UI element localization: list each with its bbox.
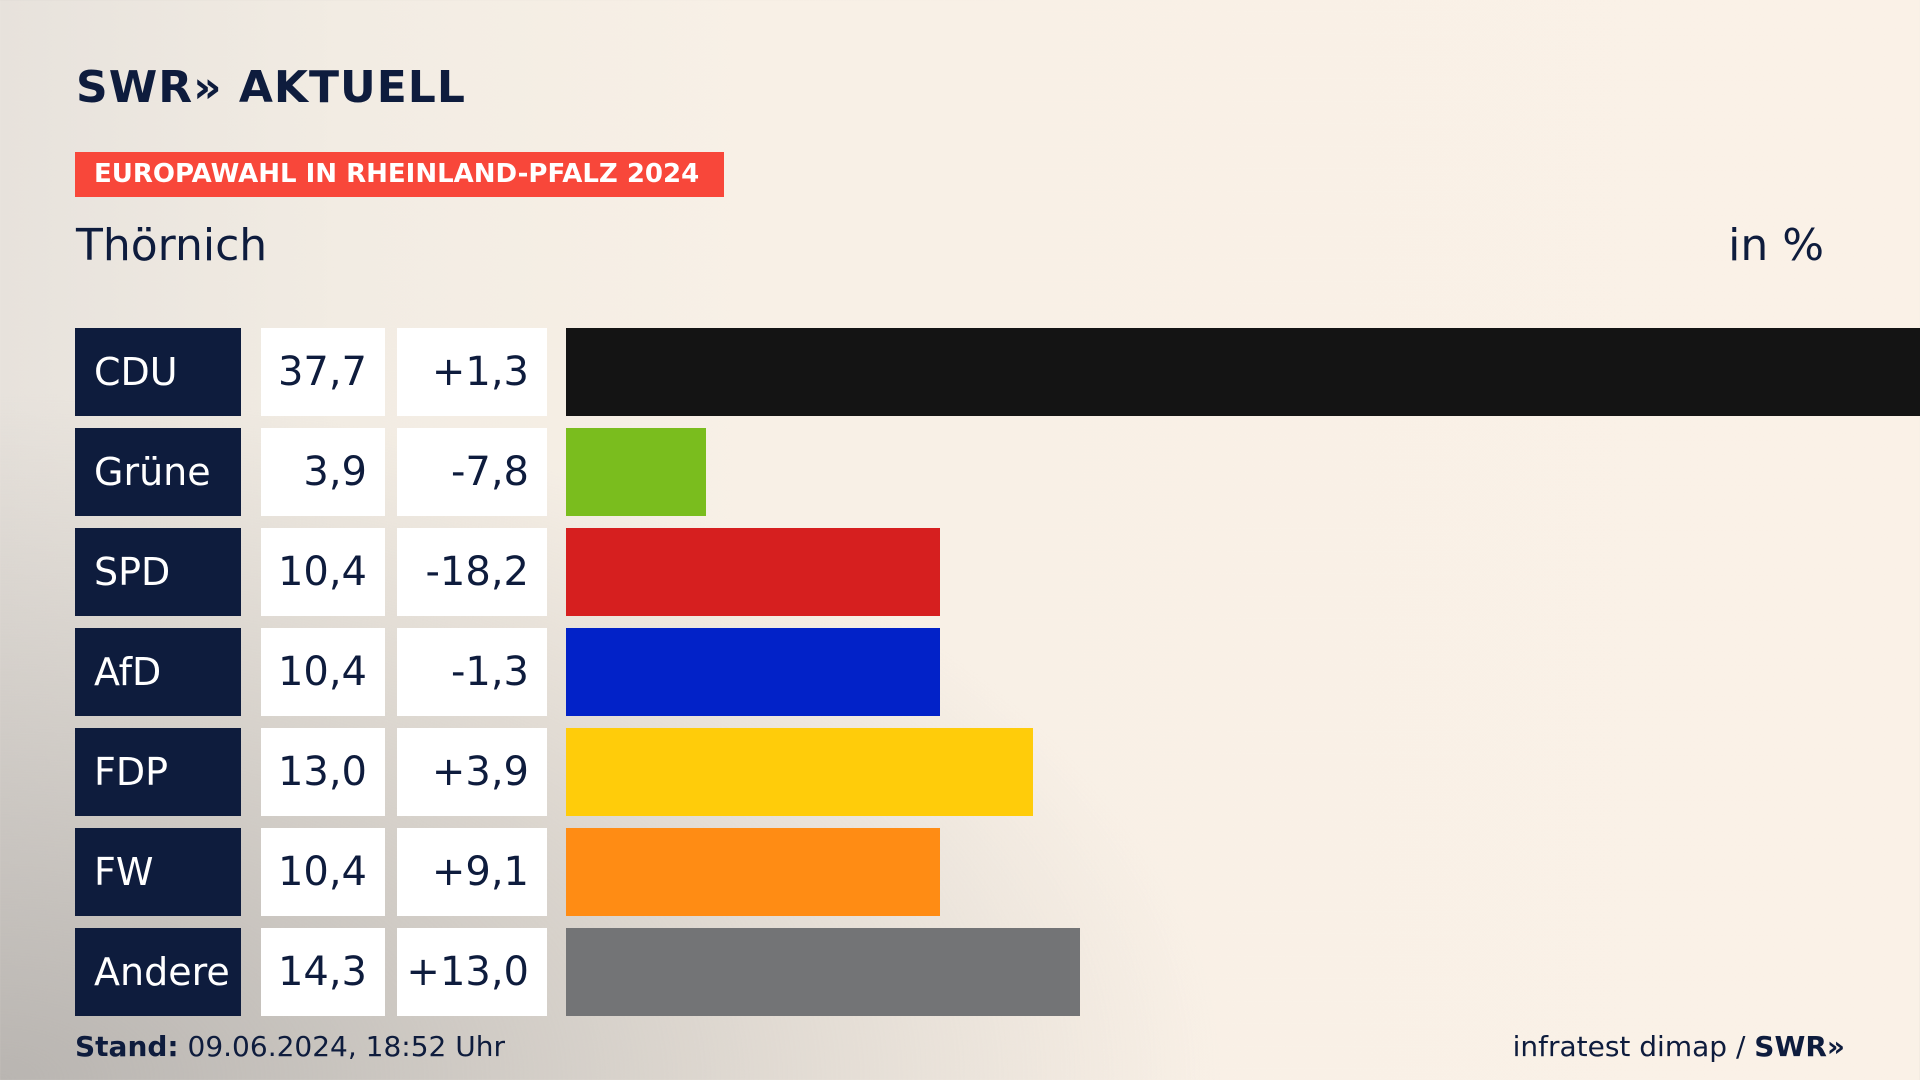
- result-bar: [566, 928, 1080, 1016]
- vote-share-label: 10,4: [261, 828, 385, 916]
- stand-label: Stand:: [75, 1030, 179, 1063]
- vote-change-label: +13,0: [397, 928, 547, 1016]
- party-name: CDU: [75, 328, 241, 416]
- timestamp: Stand: 09.06.2024, 18:52 Uhr: [75, 1030, 505, 1063]
- vote-share-label: 10,4: [261, 628, 385, 716]
- party-name: FDP: [75, 728, 241, 816]
- vote-change-label: -7,8: [397, 428, 547, 516]
- vote-share-label: 3,9: [261, 428, 385, 516]
- party-name: Andere: [75, 928, 241, 1016]
- vote-share-label: 10,4: [261, 528, 385, 616]
- stand-value: 09.06.2024, 18:52 Uhr: [187, 1030, 505, 1063]
- result-bar: [566, 528, 940, 616]
- party-name: Grüne: [75, 428, 241, 516]
- party-name: FW: [75, 828, 241, 916]
- result-bar: [566, 828, 940, 916]
- vote-share-label: 37,7: [261, 328, 385, 416]
- place-title: Thörnich: [76, 220, 268, 271]
- unit-label: in %: [1728, 220, 1824, 271]
- party-name: AfD: [75, 628, 241, 716]
- vote-share-label: 14,3: [261, 928, 385, 1016]
- swr-aktuell-logo: SWR» AKTUELL: [76, 62, 466, 113]
- party-name: SPD: [75, 528, 241, 616]
- result-bar: [566, 328, 1920, 416]
- election-banner: EUROPAWAHL IN RHEINLAND-PFALZ 2024: [75, 152, 724, 197]
- result-bar: [566, 628, 940, 716]
- source-credit: infratest dimap / SWR»: [1513, 1030, 1845, 1063]
- vote-change-label: +9,1: [397, 828, 547, 916]
- result-bar: [566, 728, 1033, 816]
- vote-change-label: +1,3: [397, 328, 547, 416]
- vote-share-label: 13,0: [261, 728, 385, 816]
- vote-change-label: -18,2: [397, 528, 547, 616]
- vote-change-label: -1,3: [397, 628, 547, 716]
- vote-change-label: +3,9: [397, 728, 547, 816]
- swr-brand: SWR»: [1754, 1030, 1845, 1063]
- source-label: infratest dimap /: [1512, 1030, 1746, 1063]
- result-bar: [566, 428, 706, 516]
